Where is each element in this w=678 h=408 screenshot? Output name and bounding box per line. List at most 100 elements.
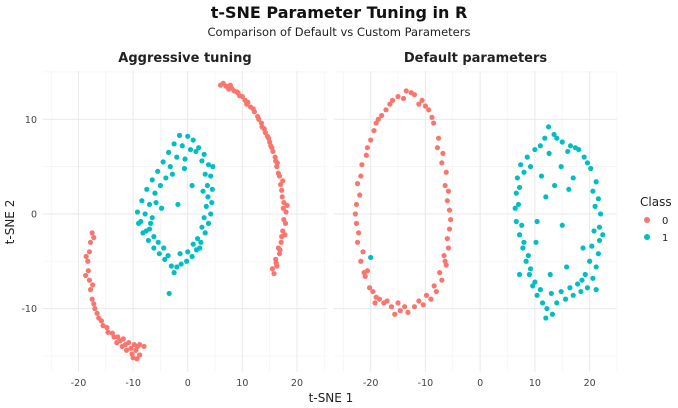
data-point-class-1 (564, 264, 570, 270)
data-point-class-1 (596, 224, 603, 230)
legend: Class 0 1 (640, 195, 672, 244)
data-point-class-1 (161, 245, 167, 251)
data-point-class-0 (405, 309, 411, 315)
data-point-class-1 (595, 196, 601, 202)
data-point-class-0 (354, 181, 361, 187)
x-tick-label: 0 (477, 378, 483, 389)
data-point-class-1 (518, 162, 524, 168)
data-point-class-1 (567, 143, 574, 149)
data-point-class-1 (134, 209, 141, 215)
data-point-class-0 (105, 329, 111, 335)
data-point-class-1 (199, 224, 205, 230)
data-point-class-0 (85, 268, 91, 274)
data-point-class-0 (94, 310, 100, 316)
data-point-class-1 (582, 271, 588, 278)
x-tick-label: 10 (529, 378, 541, 389)
data-point-class-1 (175, 201, 181, 208)
legend-label-0: 0 (662, 216, 668, 227)
data-point-class-1 (565, 148, 571, 155)
data-point-class-0 (416, 298, 422, 304)
data-point-class-0 (442, 182, 448, 189)
data-point-class-0 (247, 104, 254, 110)
data-point-class-1 (203, 203, 209, 209)
data-point-class-1 (513, 190, 519, 196)
data-point-class-1 (165, 252, 171, 259)
data-point-class-1 (521, 239, 527, 245)
data-point-class-1 (153, 199, 159, 206)
panel-1: Aggressive tuning -20 -10 0 10 20 -10 0 10 (21, 51, 327, 389)
data-point-class-0 (437, 270, 443, 276)
data-point-class-1 (600, 232, 606, 238)
x-tick-label: 0 (185, 378, 191, 389)
data-point-class-0 (440, 150, 446, 156)
data-point-class-1 (549, 311, 556, 317)
data-point-class-0 (439, 160, 445, 166)
data-point-class-1 (147, 220, 154, 226)
data-point-class-0 (271, 270, 277, 277)
data-point-class-0 (420, 302, 426, 308)
data-point-class-1 (524, 154, 530, 160)
data-point-class-0 (280, 205, 286, 211)
data-point-class-1 (559, 139, 565, 145)
chart-subtitle: Comparison of Default vs Custom Paramete… (207, 25, 471, 39)
data-point-class-0 (422, 103, 429, 109)
data-point-class-0 (279, 187, 285, 193)
data-point-class-1 (526, 271, 533, 278)
x-tick-label: -20 (71, 378, 87, 389)
data-point-class-0 (268, 143, 274, 149)
data-point-class-1 (142, 211, 148, 217)
data-point-class-0 (375, 116, 381, 122)
data-point-class-1 (181, 165, 188, 172)
data-point-class-0 (447, 217, 454, 223)
data-point-class-0 (371, 128, 377, 134)
data-point-class-1 (194, 235, 201, 242)
data-point-class-0 (284, 202, 290, 209)
x-tick-label: 20 (584, 378, 596, 389)
data-point-class-0 (445, 188, 452, 194)
y-tick-label: -10 (21, 304, 37, 315)
data-point-class-0 (272, 154, 278, 160)
data-point-class-0 (278, 239, 284, 245)
data-point-class-0 (443, 169, 449, 175)
data-point-class-1 (584, 160, 591, 166)
data-point-class-1 (157, 182, 164, 189)
data-point-class-0 (364, 145, 370, 151)
y-axis-title: t-SNE 2 (3, 200, 17, 245)
data-point-class-1 (578, 288, 584, 295)
legend-title: Class (640, 195, 672, 209)
data-point-class-0 (372, 300, 378, 306)
panel-2: Default parameters -20 -10 0 10 20 (334, 51, 618, 389)
data-point-class-0 (120, 336, 126, 342)
data-point-class-1 (151, 245, 157, 251)
data-point-class-0 (384, 298, 390, 304)
data-point-class-1 (548, 290, 554, 297)
data-point-class-1 (590, 188, 596, 194)
data-point-class-1 (166, 290, 172, 297)
data-point-class-1 (514, 175, 520, 181)
data-point-class-1 (554, 300, 560, 306)
data-point-class-0 (123, 347, 130, 353)
data-point-class-0 (395, 300, 401, 306)
data-point-class-1 (208, 211, 214, 217)
data-point-class-0 (259, 124, 265, 130)
data-point-class-0 (273, 260, 279, 266)
data-point-class-1 (566, 186, 572, 192)
x-tick-label: -10 (418, 378, 434, 389)
data-point-class-0 (397, 307, 403, 314)
data-point-class-0 (85, 258, 91, 264)
data-point-class-0 (368, 137, 374, 143)
data-point-class-1 (179, 143, 185, 149)
data-point-class-0 (370, 288, 376, 295)
data-point-class-1 (567, 285, 573, 291)
data-point-class-1 (588, 165, 594, 172)
data-point-class-1 (196, 145, 202, 151)
data-point-class-0 (86, 249, 93, 255)
data-point-class-1 (149, 177, 155, 183)
data-point-class-1 (156, 251, 162, 257)
data-point-class-1 (200, 188, 206, 194)
data-point-class-0 (428, 296, 434, 302)
data-point-class-0 (403, 88, 409, 94)
data-point-class-1 (547, 271, 553, 278)
data-point-class-1 (151, 234, 157, 240)
data-point-class-1 (545, 124, 552, 130)
